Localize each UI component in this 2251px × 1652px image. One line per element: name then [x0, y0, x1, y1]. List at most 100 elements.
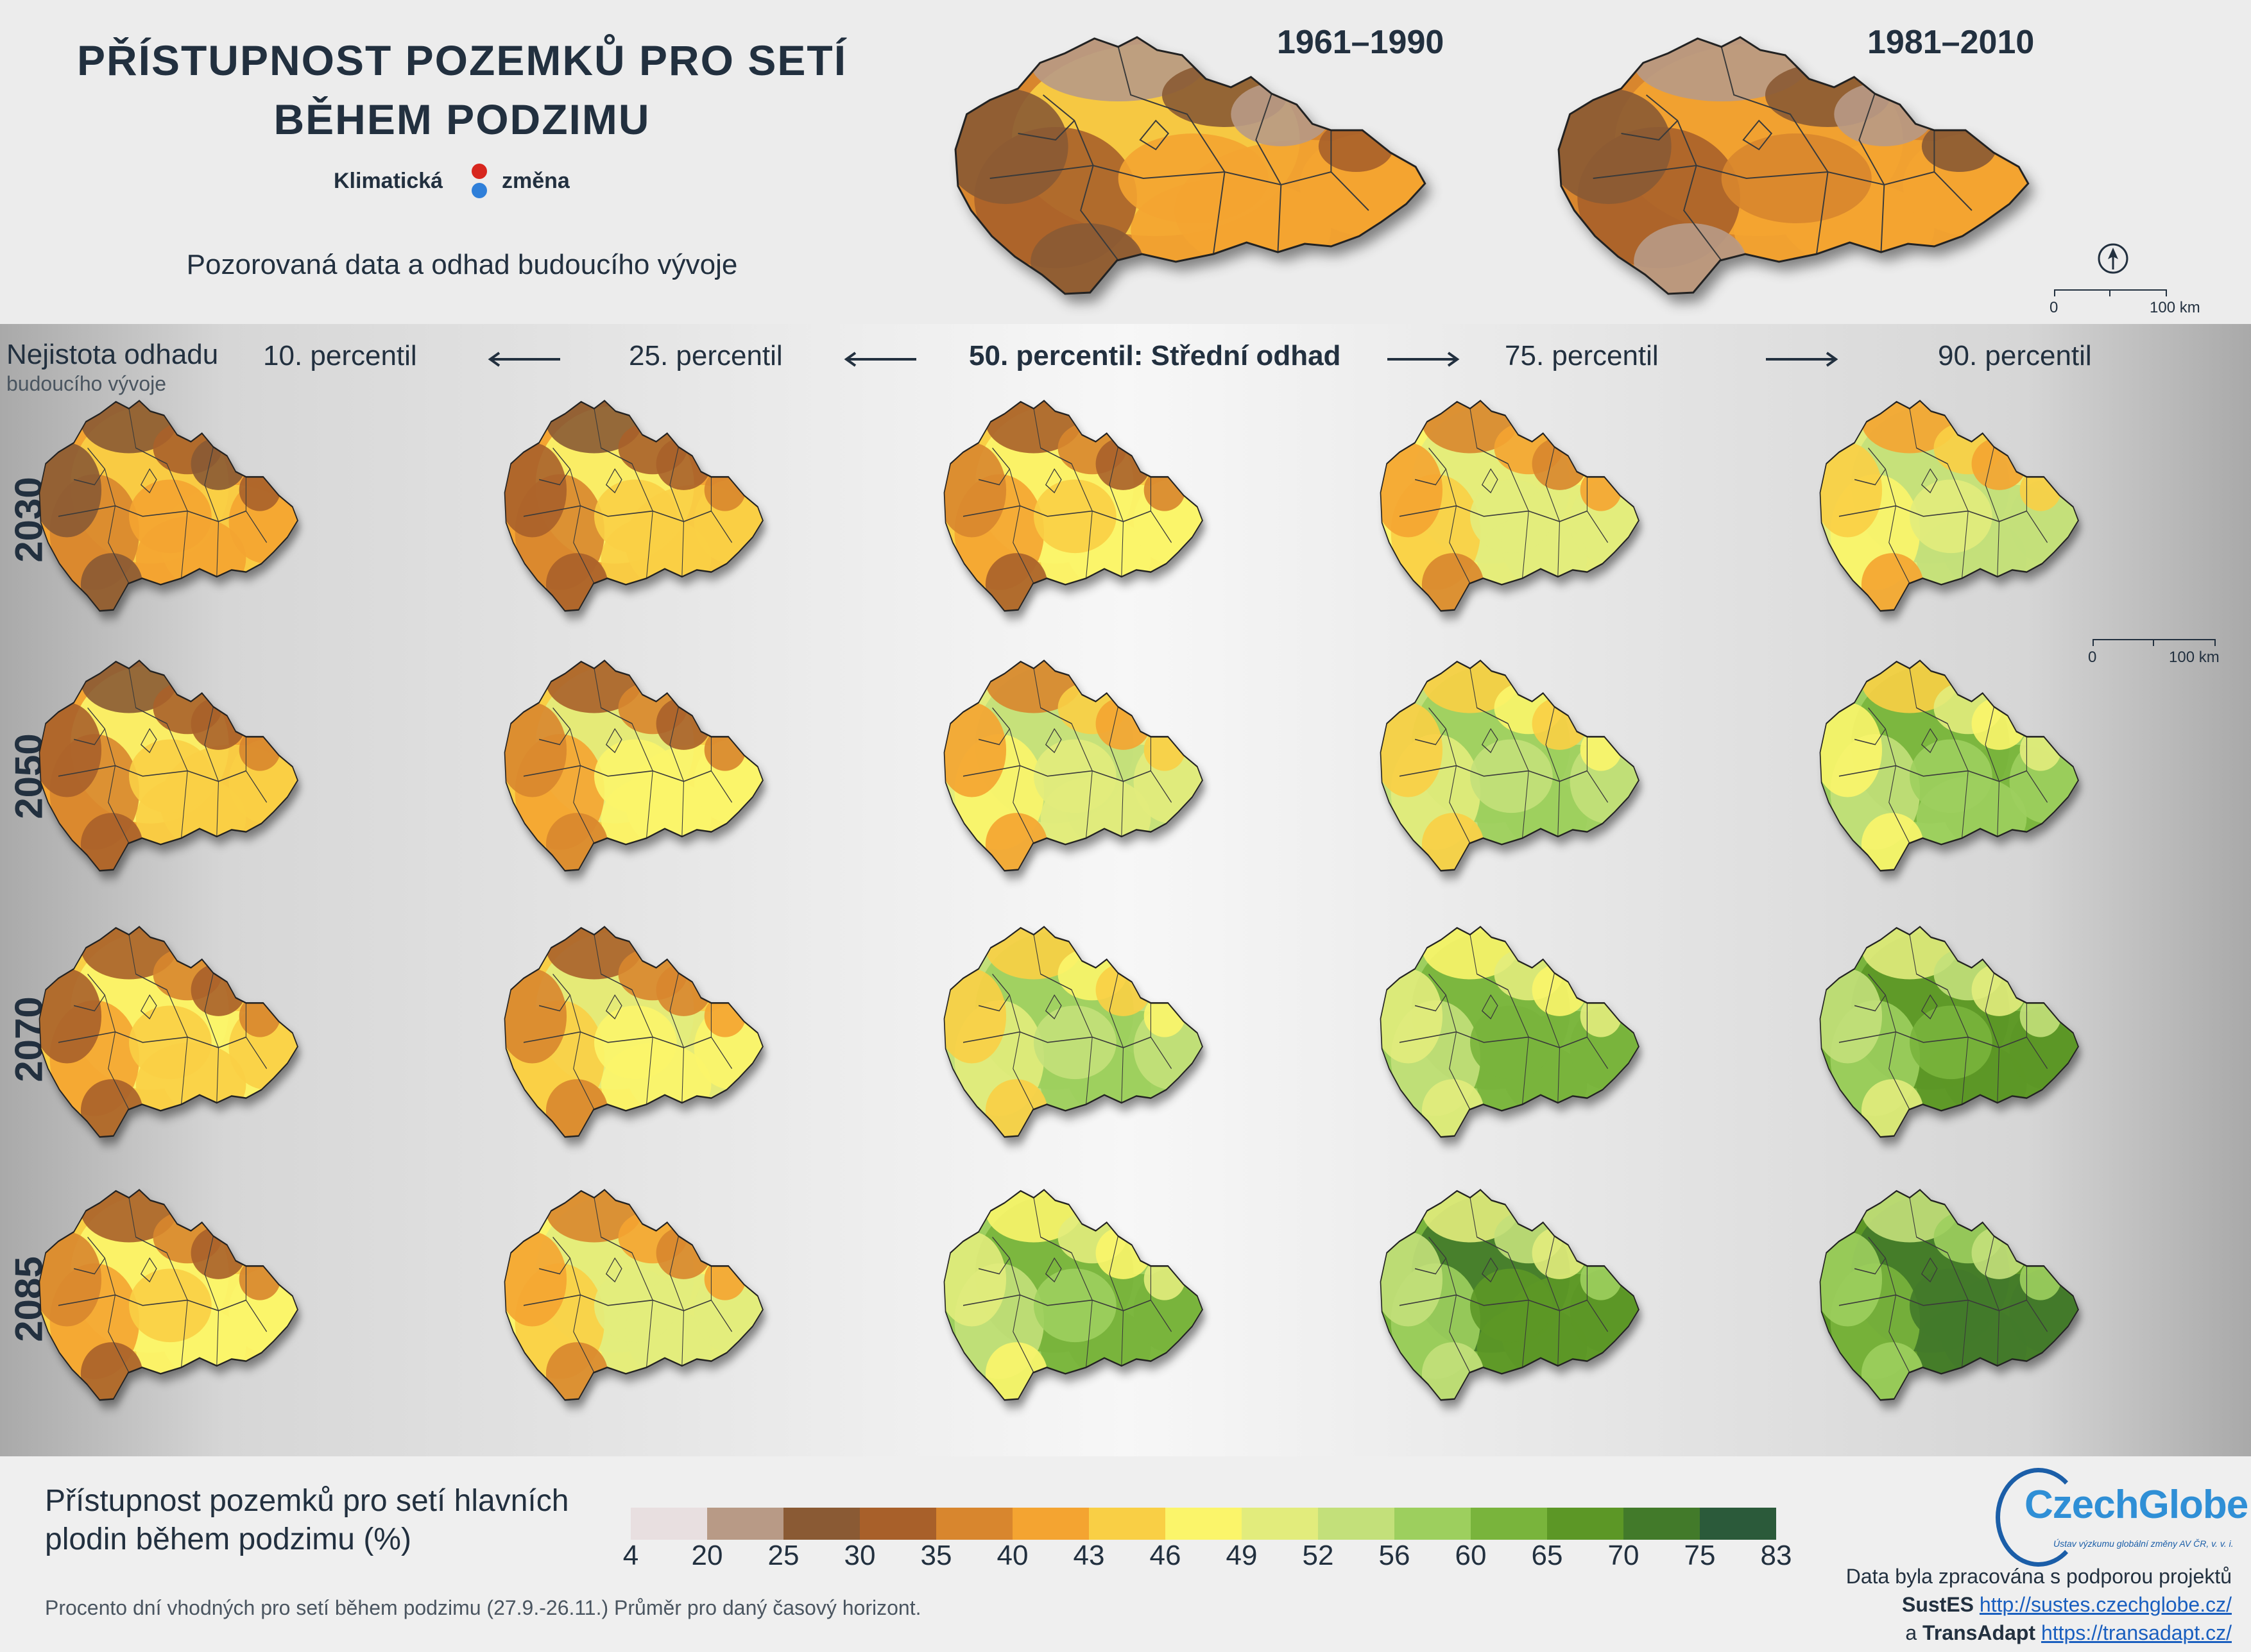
- map-terrain-patch: [985, 553, 1048, 611]
- map-region-border: [128, 408, 188, 579]
- map-region-border: [1909, 408, 1969, 579]
- legend-title-line-1: Přístupnost pozemků pro setí hlavních: [45, 1484, 569, 1518]
- map-region-border: [1033, 408, 1093, 579]
- map-region-border: [605, 1257, 622, 1282]
- scale-start: 0: [2050, 299, 2058, 316]
- map-region-border: [1545, 447, 1561, 577]
- map-region-border: [1921, 994, 1938, 1019]
- scale-bar-top: 0 100 km: [2050, 289, 2200, 316]
- map-2070-p75: [1367, 911, 1649, 1158]
- map-terrain-patch: [1421, 1079, 1484, 1137]
- map-terrain-patch: [545, 553, 608, 611]
- scale-end: 100 km: [2150, 299, 2200, 316]
- map-region-border: [1985, 706, 2000, 837]
- map-2050-p50: [930, 645, 1213, 892]
- map-region-border: [74, 1257, 105, 1275]
- map-terrain-patch: [191, 697, 246, 750]
- map-country-border: [1819, 660, 2079, 872]
- legend-swatch: [1471, 1508, 1547, 1540]
- legend-tick-label: 65: [1531, 1540, 1563, 1571]
- map-region-border: [594, 668, 653, 839]
- map-region-border: [1139, 119, 1170, 151]
- red-dot-icon: [472, 164, 487, 179]
- map-terrain-patch: [1469, 1005, 1553, 1080]
- map-region-border: [1481, 1257, 1498, 1282]
- uncertainty-label: Nejistota odhadu budoucího vývoje: [6, 339, 218, 396]
- map-terrain-patch: [1095, 437, 1151, 490]
- map-region-border: [1854, 994, 1886, 1012]
- transadapt-link[interactable]: https://transadapt.cz/: [2041, 1621, 2232, 1644]
- column-label-p25: 25. percentil: [629, 340, 783, 371]
- column-label-p90: 90. percentil: [1938, 340, 2092, 371]
- map-region-border: [539, 728, 570, 745]
- legend-tick-label: 52: [1302, 1540, 1334, 1571]
- sustes-link[interactable]: http://sustes.czechglobe.cz/: [1979, 1593, 2232, 1616]
- map-2050-p90: [1806, 645, 2089, 892]
- map-region-border: [1545, 1236, 1561, 1367]
- map-terrain-patch: [1909, 1005, 1992, 1080]
- map-terrain-patch: [128, 1005, 212, 1080]
- map-country-border: [1380, 400, 1639, 612]
- arrow-left-icon: [488, 352, 560, 367]
- map-region-border: [1150, 1003, 1172, 1069]
- map-region-border: [1033, 934, 1093, 1105]
- credits-and: a: [1905, 1621, 1917, 1644]
- arrow-right-icon: [1387, 352, 1460, 367]
- footer-panel: [0, 1456, 2251, 1652]
- map-region-border: [1921, 1257, 1938, 1282]
- map-country-border: [39, 400, 298, 612]
- page-title: PŘÍSTUPNOST POZEMKŮ PRO SETÍ BĚHEM PODZI…: [39, 31, 886, 149]
- map-terrain-patch: [1095, 1226, 1151, 1279]
- map-region-border: [1854, 728, 1886, 745]
- map-terrain-patch: [594, 479, 677, 554]
- map-terrain-patch: [504, 969, 567, 1064]
- map-region-border: [204, 447, 219, 577]
- map-region-border: [1469, 408, 1529, 579]
- map-terrain-patch: [191, 437, 246, 490]
- map-terrain-patch: [545, 1079, 608, 1137]
- map-region-border: [1033, 668, 1093, 839]
- legend-swatch: [1547, 1508, 1623, 1540]
- map-region-border: [1117, 46, 1226, 255]
- map-region-border: [710, 1266, 732, 1333]
- map-country-border: [39, 926, 298, 1138]
- map-terrain-patch: [944, 1232, 1007, 1327]
- map-country-border: [943, 400, 1203, 612]
- map-region-border: [1909, 668, 1969, 839]
- map-country-border: [39, 1189, 298, 1401]
- map-terrain-patch: [1469, 1268, 1553, 1343]
- map-terrain-patch: [504, 1232, 567, 1327]
- map-terrain-patch: [1231, 82, 1331, 146]
- map-terrain-patch: [1031, 223, 1143, 294]
- footnote: Procento dní vhodných pro setí během pod…: [45, 1596, 921, 1619]
- brand-word-2: změna: [502, 169, 570, 193]
- map-terrain-patch: [1033, 479, 1117, 554]
- map-country-border: [1380, 926, 1639, 1138]
- map-terrain-patch: [128, 1268, 212, 1343]
- map-region-border: [1909, 1197, 1969, 1368]
- map-terrain-patch: [656, 697, 712, 750]
- logo-name: CzechGlobe: [2024, 1483, 2248, 1527]
- map-region-border: [1330, 130, 1369, 211]
- map-2050-p75: [1367, 645, 1649, 892]
- map-terrain-patch: [1421, 1342, 1484, 1401]
- map-region-border: [605, 994, 622, 1019]
- map-region-border: [2026, 1003, 2048, 1069]
- map-observed-1961-1990: [930, 18, 1444, 319]
- map-region-border: [1018, 120, 1075, 141]
- legend-tick-label: 25: [767, 1540, 800, 1571]
- map-region-border: [1985, 447, 2000, 577]
- map-terrain-patch: [1380, 969, 1443, 1064]
- map-terrain-patch: [1095, 697, 1151, 750]
- map-terrain-patch: [944, 443, 1007, 538]
- map-region-border: [1854, 1257, 1886, 1275]
- map-2085-p10: [26, 1174, 308, 1421]
- map-region-border: [539, 1257, 570, 1275]
- map-terrain-patch: [1971, 437, 2027, 490]
- legend-tick-label: 46: [1149, 1540, 1181, 1571]
- map-terrain-patch: [944, 703, 1007, 797]
- map-2030-p10: [26, 385, 308, 632]
- map-terrain-patch: [39, 969, 102, 1064]
- map-region-border: [710, 477, 732, 543]
- period-label-1961-1990: 1961–1990: [1277, 24, 1444, 61]
